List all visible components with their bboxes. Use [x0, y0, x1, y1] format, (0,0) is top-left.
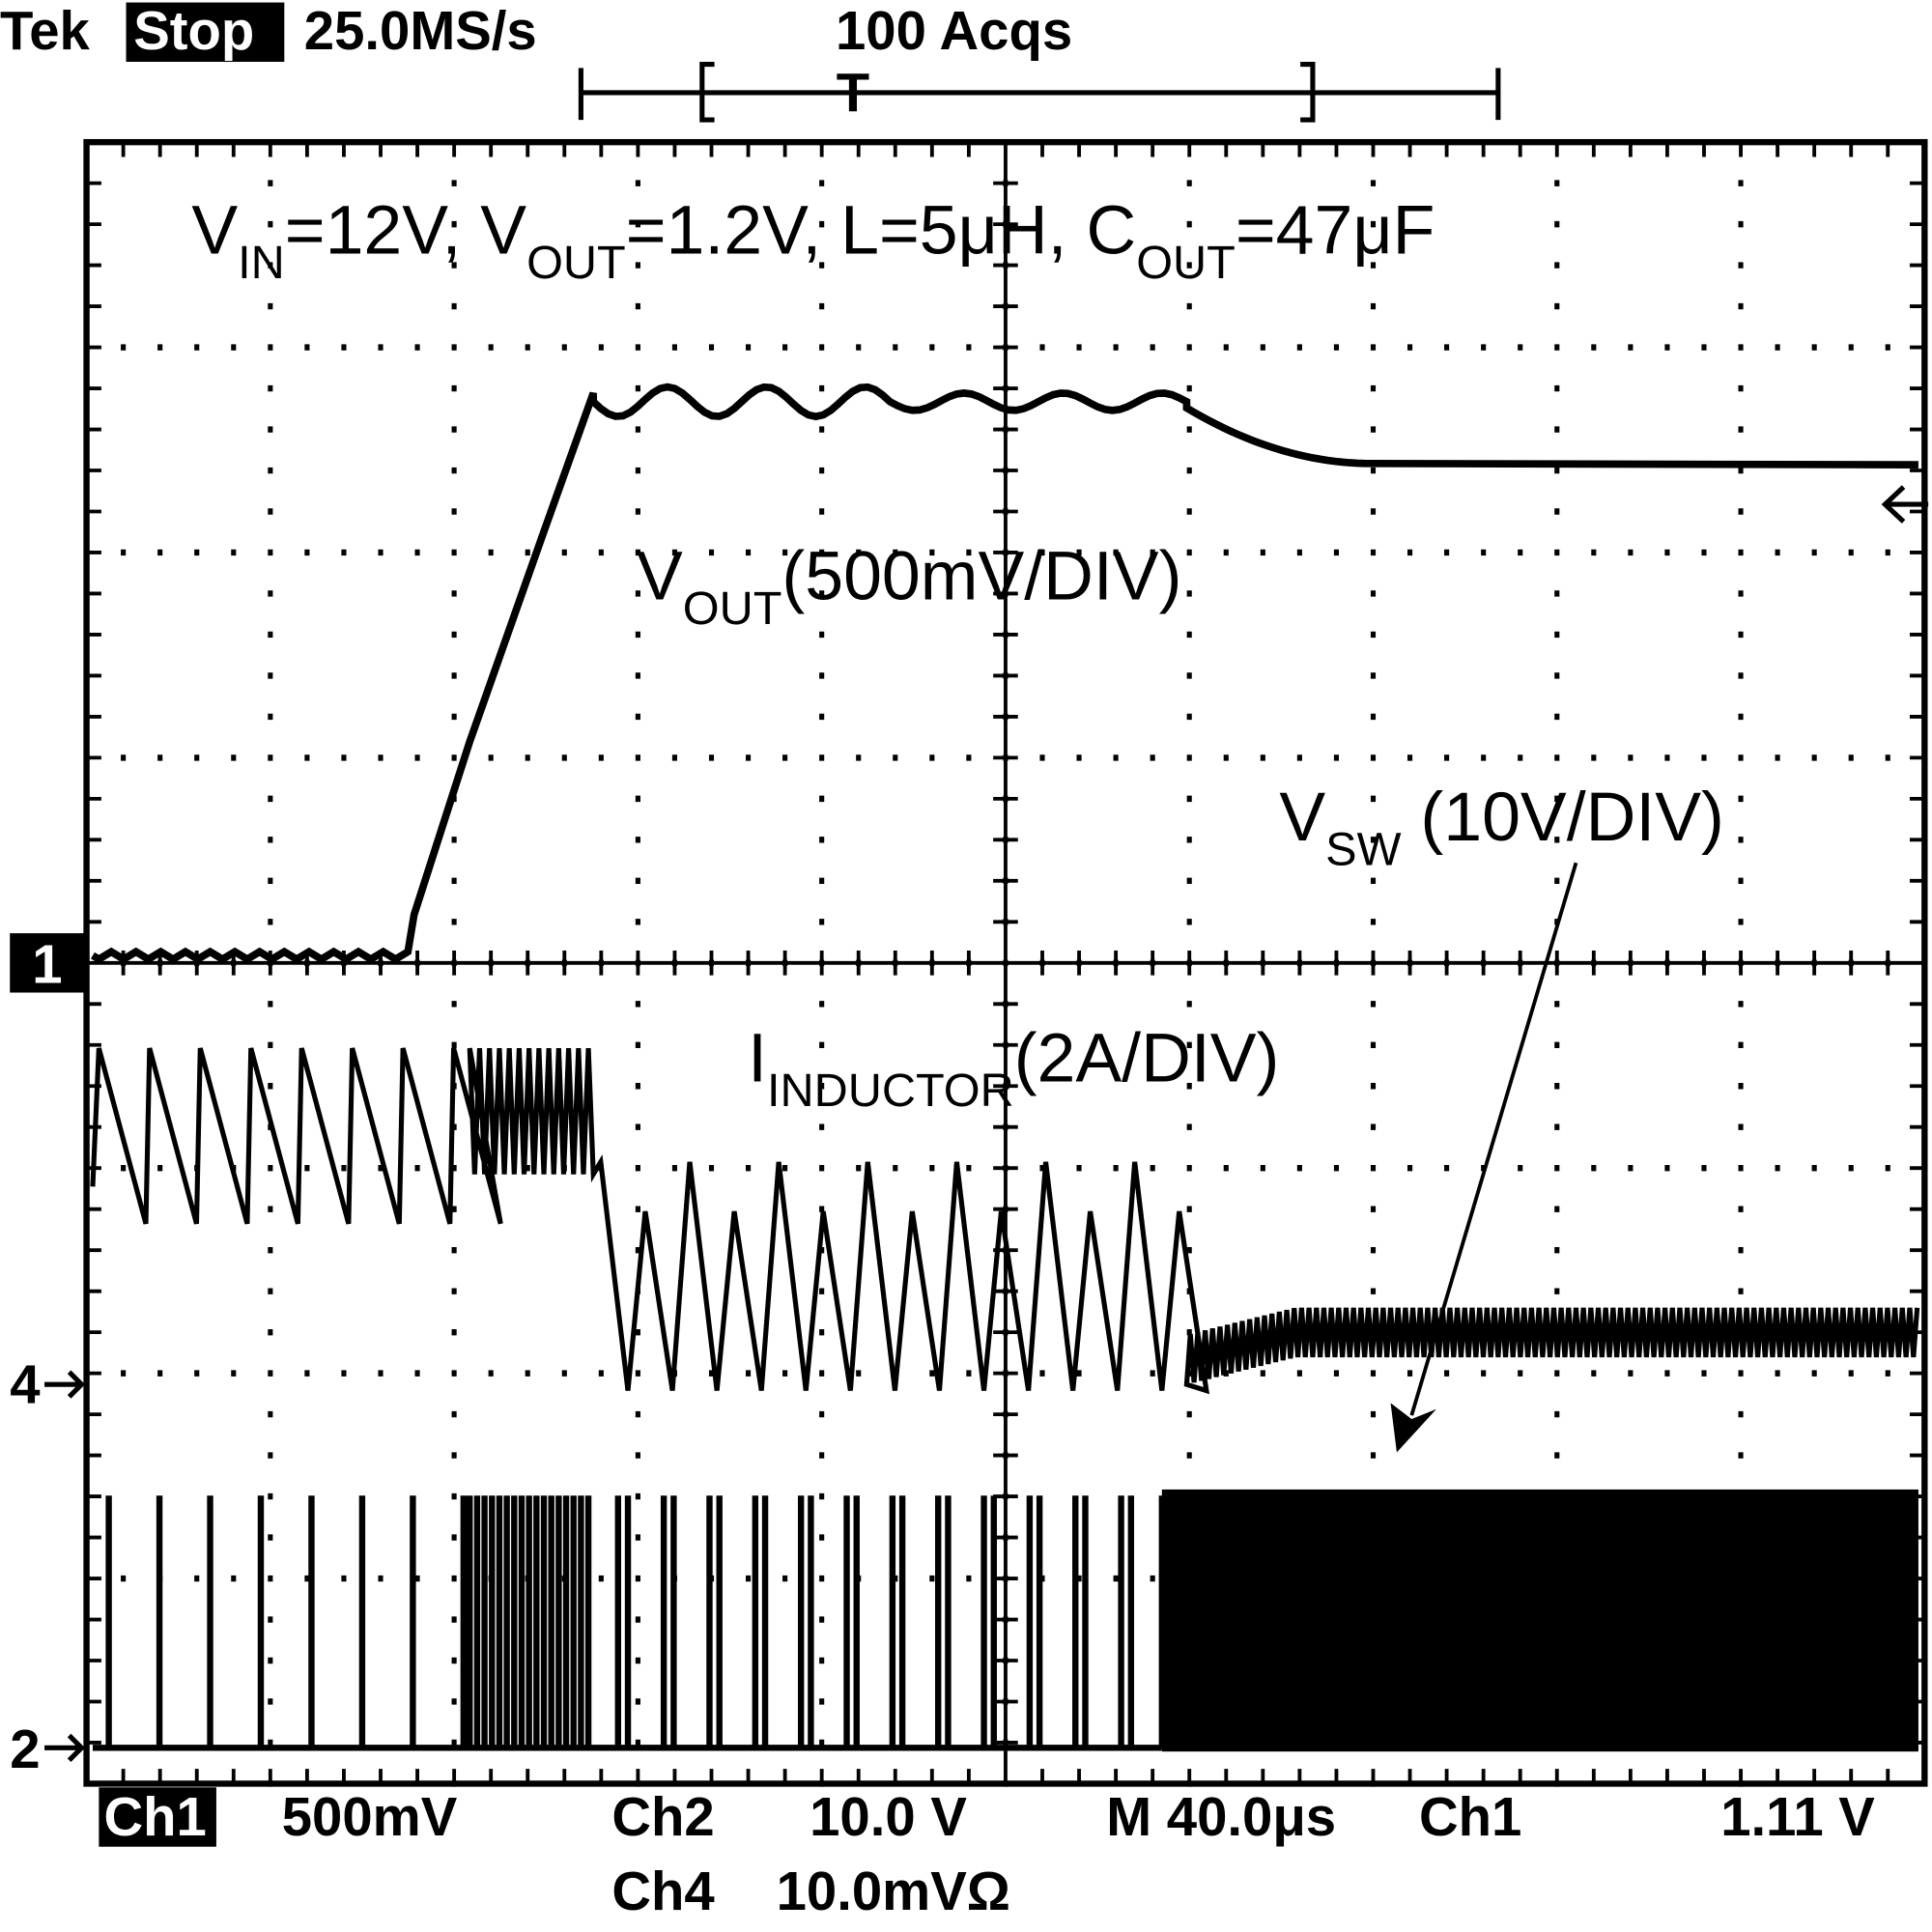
- sample-rate: 25.0MS/s: [304, 0, 537, 61]
- footer-ch4: Ch4: [611, 1861, 714, 1921]
- ch4-scale: 10.0mVΩ: [777, 1861, 1010, 1921]
- vsw-trace: [92, 1495, 1166, 1751]
- record-bar: [578, 61, 1501, 123]
- vsw-pointer: [1390, 862, 1578, 1453]
- vout-trace: [90, 383, 1918, 964]
- vsw-dense: [1161, 1489, 1918, 1752]
- footer-ch1: Ch1: [103, 1786, 206, 1847]
- test-conditions: VIN=12V, VOUT=1.2V, L=5μH, COUT=47μF: [191, 191, 1435, 289]
- trigger-source: Ch1: [1419, 1786, 1521, 1847]
- brand: Tek: [0, 0, 91, 61]
- ch1-marker: 1: [32, 933, 62, 994]
- time-scale: M 40.0μs: [1106, 1786, 1336, 1847]
- ch4-marker: 4: [10, 1353, 40, 1414]
- ch1-marker-badge: [10, 933, 85, 993]
- trigger-level: 1.11 V: [1720, 1786, 1875, 1847]
- marker-arrows: [44, 485, 1929, 1762]
- state-badge: [126, 2, 285, 62]
- acquisitions: 100 Acqs: [836, 0, 1072, 61]
- ch2-marker: 2: [10, 1719, 40, 1779]
- center-axes: [84, 140, 1927, 1786]
- state: Stop: [133, 0, 254, 61]
- footer-ch2: Ch2: [611, 1786, 714, 1847]
- waveforms: [90, 383, 1920, 1752]
- vout-label: VOUT(500mV/DIV): [637, 538, 1181, 636]
- ch2-scale: 10.0 V: [810, 1786, 967, 1847]
- trigger-marker: T: [837, 62, 869, 123]
- ch1-badge: [99, 1787, 216, 1847]
- ch1-scale: 500mV: [282, 1786, 458, 1847]
- vsw-label: VSW (10V/DIV): [1279, 779, 1724, 876]
- inductor-trace: [90, 1047, 1920, 1395]
- inductor-label: IINDUCTOR(2A/DIV): [748, 1020, 1279, 1118]
